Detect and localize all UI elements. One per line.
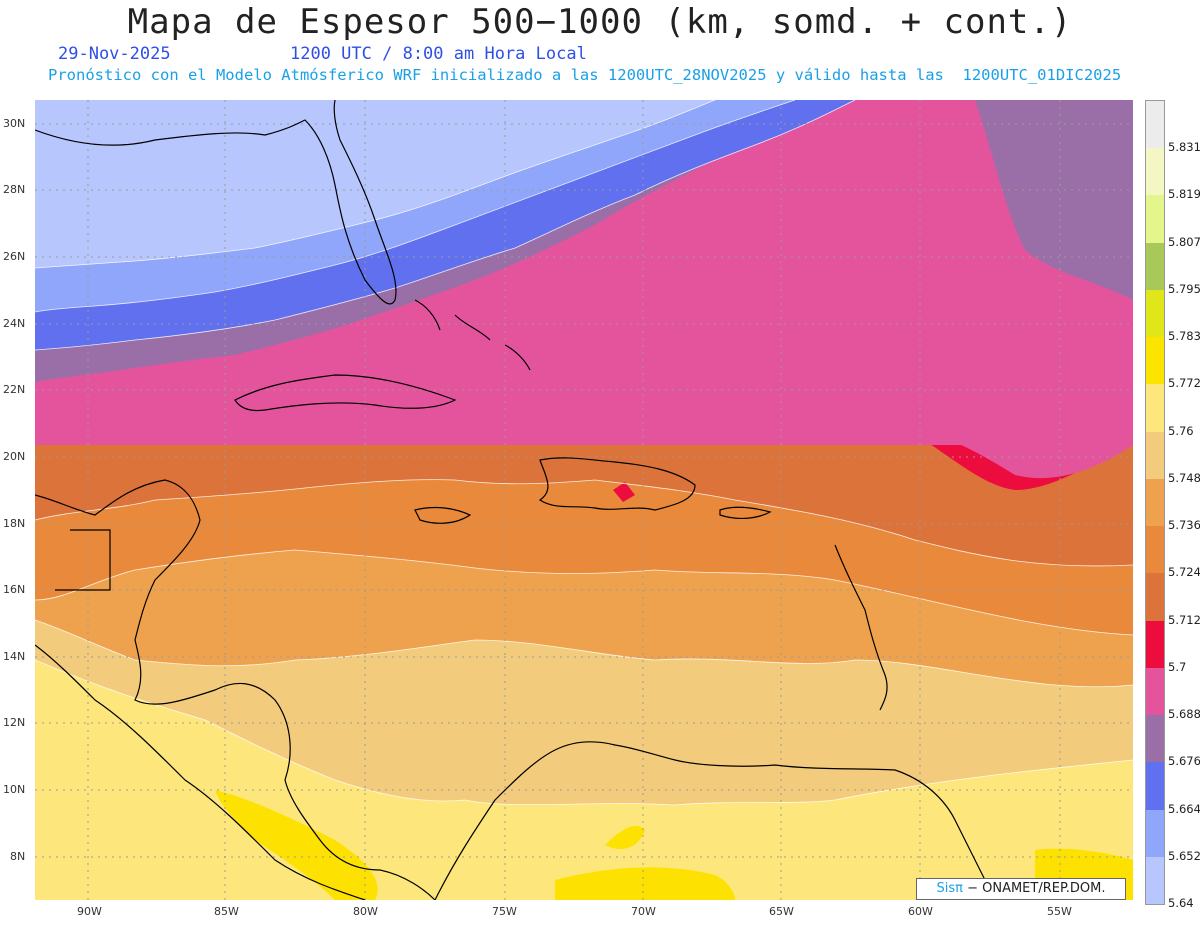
date-label: 29-Nov-2025 [58,44,171,64]
lat-label: 14N [3,650,26,663]
colorbar-label: 5.688 [1168,707,1200,722]
colorbar-segment [1146,242,1164,291]
credit-box: Sisπ − ONAMET/REP.DOM. [916,878,1126,900]
colorbar-segment [1146,620,1164,669]
colorbar-label: 5.819 [1168,187,1200,202]
colorbar-segment [1146,384,1164,433]
colorbar-segment [1146,289,1164,338]
colorbar-label: 5.783 [1168,329,1200,344]
forecast-label: Pronóstico con el Modelo Atmósferico WRF… [48,66,1122,84]
colorbar-label: 5.807 [1168,234,1200,249]
band-5.64 [35,100,715,268]
colorbar-label: 5.724 [1168,565,1200,580]
time-label: 1200 UTC / 8:00 am Hora Local [290,44,587,64]
lat-label: 28N [3,183,26,196]
lon-label: 55W [1047,905,1072,918]
lon-label: 85W [214,905,239,918]
colorbar-segment [1146,337,1164,385]
colorbar-segment [1146,762,1164,811]
colorbar-segment [1146,431,1164,480]
lat-label: 26N [3,250,26,263]
graticule [35,100,1133,900]
lon-label: 80W [353,905,378,918]
lat-label: 16N [3,583,26,596]
colorbar-segment [1146,573,1164,622]
colorbar-label: 5.664 [1168,801,1200,816]
lat-label: 24N [3,317,26,330]
colorbar-segment [1146,715,1164,763]
coastlines [35,100,996,900]
lon-label: 75W [492,905,517,918]
band-5.772-patch1 [215,790,378,900]
lat-label: 30N [3,117,26,130]
sis-logo-text: Sisπ [936,881,963,896]
colorbar-label: 5.795 [1168,281,1200,296]
colorbar-segment [1146,101,1164,149]
colorbar [1145,100,1165,905]
colorbar-label: 5.748 [1168,470,1200,485]
lat-label: 20N [3,450,26,463]
lat-label: 22N [3,383,26,396]
lon-label: 70W [631,905,656,918]
lat-label: 10N [3,783,26,796]
colorbar-label: 5.7 [1168,659,1187,674]
band-5.772-patch2 [555,867,735,900]
colorbar-label: 5.676 [1168,754,1200,769]
credit-org: − ONAMET/REP.DOM. [967,881,1106,896]
colorbar-label: 5.712 [1168,612,1200,627]
colorbar-label: 5.652 [1168,848,1200,863]
colorbar-label: 5.831 [1168,140,1200,155]
colorbar-segment [1146,148,1164,196]
colorbar-segment [1146,478,1164,527]
colorbar-label: 5.772 [1168,376,1200,391]
colorbar-segment [1146,809,1164,858]
band-5.7-patch [613,482,635,502]
lon-label: 90W [77,905,102,918]
thickness-map [35,100,1133,900]
lat-label: 12N [3,716,26,729]
colorbar-label: 5.64 [1168,896,1194,910]
colorbar-segment [1146,856,1164,905]
colorbar-label: 5.736 [1168,518,1200,533]
lon-label: 65W [769,905,794,918]
colorbar-label: 5.76 [1168,423,1194,438]
colorbar-segment [1146,526,1164,574]
map-title: Mapa de Espesor 500−1000 (km, somd. + co… [127,2,1073,42]
colorbar-segment [1146,195,1164,244]
lat-label: 8N [10,850,26,863]
lat-label: 18N [3,517,26,530]
lon-label: 60W [908,905,933,918]
band-5.688b [35,170,1133,445]
band-5.772-patch4 [605,825,645,850]
contour-lines [35,100,1133,806]
colorbar-segment [1146,667,1164,716]
